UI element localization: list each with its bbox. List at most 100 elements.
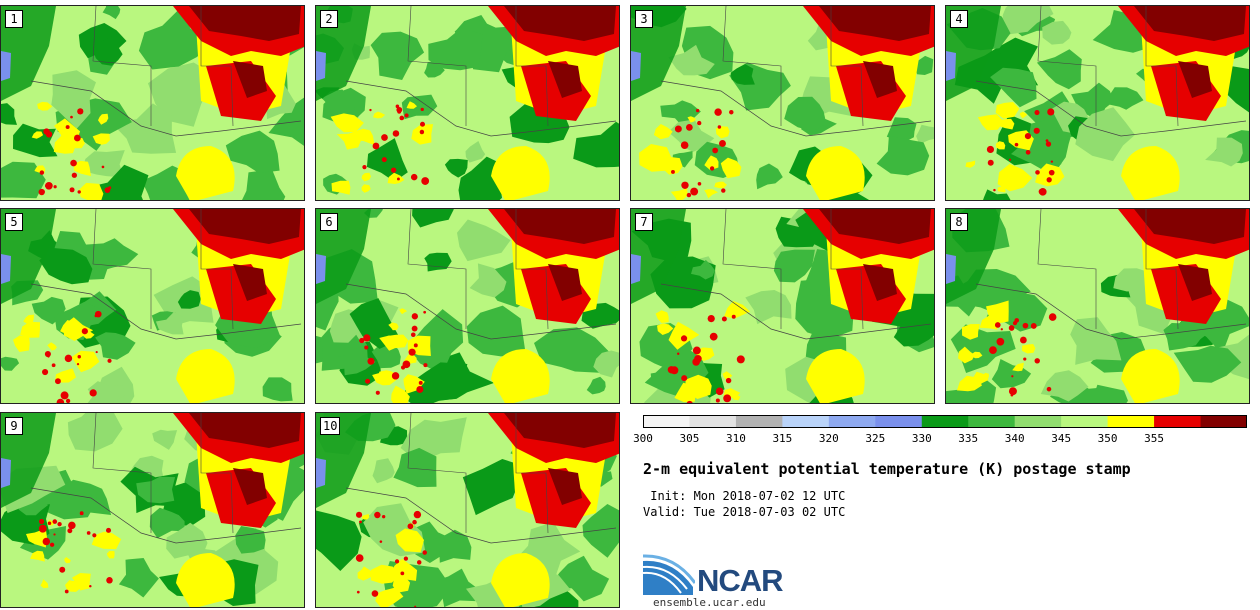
hot-spot: [1025, 149, 1031, 155]
very-hot-region: [189, 6, 301, 41]
warm-patch: [403, 374, 425, 394]
vegetation-region: [262, 377, 293, 402]
very-hot-region: [504, 413, 616, 448]
warm-patch: [78, 356, 96, 368]
state-border: [722, 209, 782, 329]
panel-member-label: 6: [320, 213, 338, 231]
very-hot-region: [1134, 209, 1246, 244]
hot-spot: [375, 390, 380, 395]
map-canvas: [1, 6, 304, 200]
vegetation-region: [87, 164, 149, 200]
vegetation-region: [573, 121, 619, 168]
state-border: [515, 209, 549, 330]
hot-spot: [423, 310, 427, 314]
very-hot-region: [819, 6, 931, 41]
hot-spot: [400, 571, 405, 576]
vegetation-region: [886, 117, 917, 141]
lake-region: [946, 51, 956, 81]
hot-spot: [44, 351, 51, 358]
coastline: [975, 80, 1247, 137]
warm-patch: [72, 573, 91, 591]
panel-member-label: 9: [5, 417, 23, 435]
western-region: [946, 6, 1001, 101]
colorbar-swatch: [1154, 415, 1202, 428]
warm-patch: [998, 118, 1015, 130]
vegetation-region: [1109, 87, 1144, 110]
colorbar-swatch: [782, 415, 830, 428]
vegetation-region: [152, 429, 178, 450]
very-hot-region: [819, 209, 931, 244]
state-border: [1145, 209, 1179, 330]
colorbar-border: [643, 415, 1247, 428]
hot-spot: [987, 159, 994, 166]
hot-spot: [715, 387, 724, 396]
map-canvas: [316, 6, 619, 200]
vegetation-region: [469, 263, 507, 298]
hot-spot: [986, 145, 995, 153]
colorbar-tick-label: 340: [1004, 432, 1025, 445]
vegetation-region: [1205, 137, 1243, 167]
ensemble-member-panel-2: 2: [315, 5, 620, 201]
colorbar-tick-label: 330: [911, 432, 932, 445]
hot-spot: [686, 400, 693, 403]
colorbar-tick-label: 310: [725, 432, 746, 445]
gulf-warm-region: [1121, 146, 1180, 200]
hot-spot: [422, 550, 427, 555]
vegetation-region: [1011, 118, 1075, 176]
hot-spot: [64, 354, 73, 363]
hot-spot: [1014, 142, 1019, 147]
warm-patch: [92, 133, 110, 145]
hot-spot: [729, 109, 734, 115]
hot-spot: [81, 328, 88, 335]
warm-patch: [91, 531, 122, 550]
chart-title: 2-m equivalent potential temperature (K)…: [643, 460, 1131, 478]
hot-spot: [1048, 313, 1057, 321]
hot-spot: [369, 108, 372, 112]
warm-patch: [47, 342, 57, 351]
hot-spot: [67, 528, 73, 534]
hot-spot: [731, 314, 736, 319]
state-border: [92, 6, 152, 126]
hot-spot: [42, 537, 51, 546]
hot-spot: [94, 310, 102, 318]
vegetation-region: [1070, 317, 1122, 365]
warm-patch: [1019, 111, 1028, 119]
gulf-warm-region: [176, 553, 235, 607]
colorbar-tick-label: 320: [818, 432, 839, 445]
warm-patch: [399, 308, 408, 315]
warm-patch: [55, 368, 76, 383]
hot-spot: [419, 129, 425, 135]
vegetation-region: [582, 504, 619, 558]
hot-spot: [410, 332, 416, 338]
western-region: [946, 209, 1001, 304]
vegetation-region: [1173, 345, 1242, 383]
hot-spot: [59, 566, 66, 573]
hot-spot: [86, 531, 91, 535]
hot-spot: [76, 363, 80, 366]
warm-patch: [970, 371, 989, 388]
gulf-warm-region: [491, 349, 550, 403]
vegetation-region: [457, 219, 511, 262]
hot-spot: [104, 187, 111, 194]
vegetation-region: [1, 356, 20, 371]
gulf-warm-region: [491, 553, 550, 607]
warm-patch: [995, 141, 1006, 150]
western-region: [1, 413, 56, 508]
hot-spot: [51, 363, 56, 368]
warm-patch: [389, 558, 418, 581]
warm-patch: [361, 172, 371, 182]
gulf-warm-region: [1121, 349, 1180, 403]
hot-spot: [363, 334, 371, 342]
warm-patch: [1012, 362, 1024, 372]
warm-patch: [658, 156, 683, 175]
vegetation-region: [148, 62, 216, 127]
colorbar-swatch: [1200, 415, 1247, 428]
warm-patch: [23, 314, 34, 325]
state-border: [1037, 6, 1097, 126]
map-canvas: [946, 209, 1249, 403]
hot-spot: [367, 357, 375, 365]
map-canvas: [316, 413, 619, 607]
hot-spot: [49, 542, 55, 547]
hot-spot: [676, 352, 680, 355]
hot-spot: [394, 559, 400, 564]
